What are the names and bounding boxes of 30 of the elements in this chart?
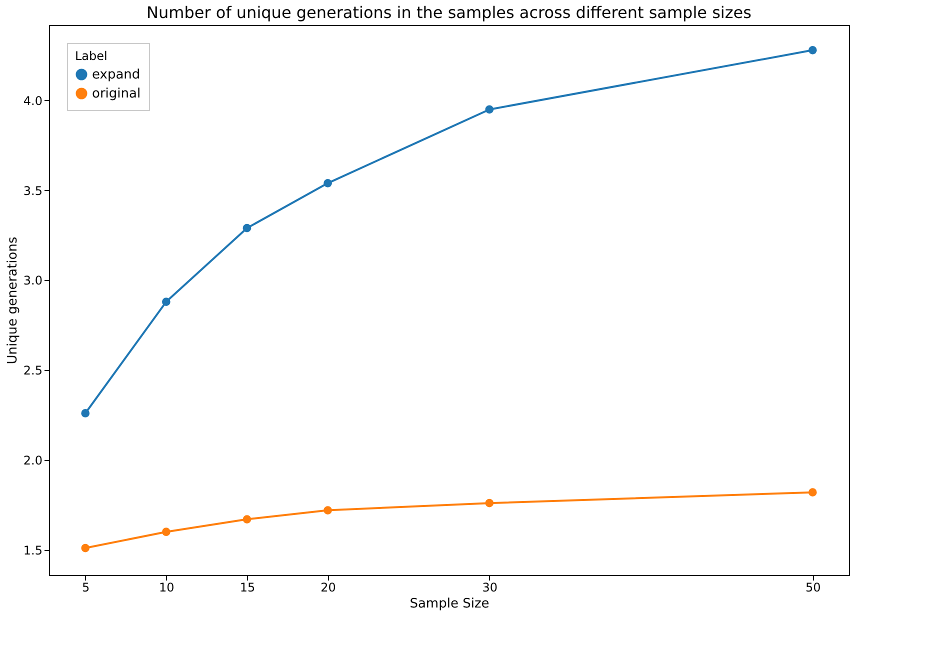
y-tick-label: 1.5 bbox=[23, 543, 42, 558]
legend-title: Label bbox=[75, 49, 108, 63]
point bbox=[162, 528, 170, 536]
y-tick-label: 4.0 bbox=[23, 94, 42, 108]
point bbox=[324, 178, 332, 188]
chart-title: Number of unique generations in the samples across different sample sizes bbox=[146, 3, 752, 22]
point bbox=[485, 105, 494, 114]
x-tick-label: 50 bbox=[805, 580, 821, 594]
y-tick-label: 2.5 bbox=[23, 364, 42, 378]
point bbox=[485, 498, 494, 508]
x-axis-title: Sample Size bbox=[410, 596, 490, 612]
x-tick-label: 30 bbox=[482, 580, 498, 594]
point bbox=[81, 544, 90, 552]
point bbox=[81, 409, 90, 418]
y-tick-label: 3.5 bbox=[23, 184, 42, 198]
point bbox=[808, 488, 817, 496]
point bbox=[242, 224, 252, 232]
y-tick-label: 2.0 bbox=[23, 453, 42, 468]
point bbox=[808, 46, 817, 54]
x-tick-label: 5 bbox=[82, 580, 90, 594]
x-tick-label: 20 bbox=[320, 580, 336, 594]
legend-label: original bbox=[92, 86, 141, 102]
x-tick-label: 15 bbox=[240, 580, 256, 594]
x-tick-label: 10 bbox=[159, 580, 174, 594]
point bbox=[242, 515, 252, 524]
point bbox=[162, 298, 170, 306]
y-tick-label: 3.0 bbox=[23, 274, 42, 288]
point bbox=[324, 506, 332, 514]
legend-label: expand bbox=[92, 68, 140, 82]
y-axis-title: Unique generations bbox=[5, 236, 20, 364]
